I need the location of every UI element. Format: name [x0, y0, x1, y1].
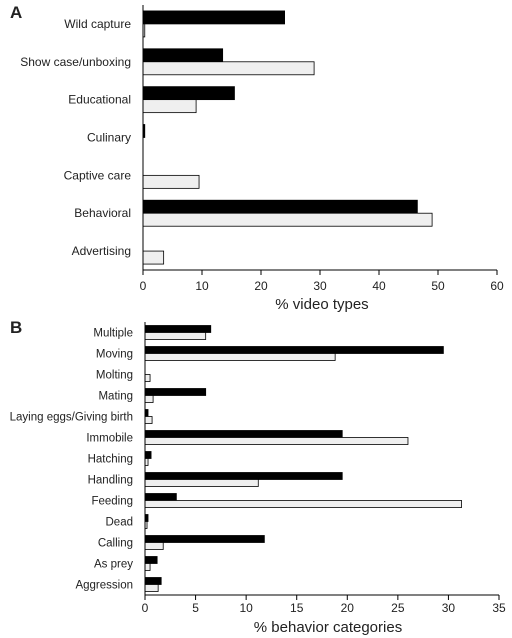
x-tick-label: 30 [313, 279, 327, 293]
bar-light [144, 479, 259, 487]
x-tick-label: 10 [239, 601, 253, 615]
bar-light [144, 374, 151, 382]
category-label: Handling [88, 475, 133, 487]
bar-dark [142, 10, 286, 25]
category-label: Wild capture [64, 17, 131, 31]
category-label: Advertising [72, 244, 131, 258]
x-tick-label: 25 [391, 601, 405, 615]
bar-dark [144, 472, 343, 480]
bar-dark [144, 577, 162, 585]
bar-light [142, 61, 315, 76]
panel-b: B % behavior categories Multiple Moving Mo… [10, 318, 506, 636]
panel-b-label: B [10, 318, 22, 337]
bar-light [144, 395, 154, 403]
x-tick-label: 10 [195, 279, 209, 293]
category-label: Multiple [93, 328, 133, 340]
bar-light [142, 174, 200, 189]
category-label: Mating [98, 391, 133, 403]
bar-light [144, 584, 159, 592]
bar-light [144, 563, 151, 571]
x-tick-label: 20 [254, 279, 268, 293]
category-label: Behavioral [74, 206, 131, 220]
bar-light [144, 416, 153, 424]
category-label: Show case/unboxing [20, 55, 131, 69]
panel-a: A % video types Wild capture Show case/un… [10, 3, 504, 313]
bar-light [142, 99, 197, 114]
bar-dark [142, 199, 418, 214]
category-label: Calling [98, 538, 133, 550]
x-tick-label: 5 [192, 601, 199, 615]
x-tick-label: 50 [431, 279, 445, 293]
category-label: Culinary [87, 131, 131, 145]
x-tick-label: 20 [341, 601, 355, 615]
bar-dark [144, 556, 158, 564]
category-label: Immobile [86, 433, 133, 445]
category-label: Dead [106, 517, 134, 529]
category-label: Feeding [91, 496, 133, 508]
bar-light [142, 212, 433, 227]
category-label: As prey [94, 559, 133, 571]
bar-dark [144, 325, 212, 333]
panel-b-x-axis-title: % behavior categories [254, 619, 402, 636]
x-tick-label: 40 [372, 279, 386, 293]
bar-light [144, 332, 207, 340]
category-label: Aggression [75, 580, 133, 592]
x-tick-label: 0 [140, 279, 147, 293]
bar-light [144, 500, 462, 508]
category-label: Laying eggs/Giving birth [10, 412, 133, 424]
panel-a-label: A [10, 3, 22, 22]
x-tick-label: 30 [442, 601, 456, 615]
bar-dark [144, 535, 265, 543]
bar-light [144, 353, 336, 361]
panel-a-x-axis-title: % video types [275, 296, 368, 313]
category-label: Educational [68, 93, 131, 107]
category-label: Hatching [88, 454, 133, 466]
category-label: Moving [96, 349, 133, 361]
bar-dark [144, 493, 177, 501]
bar-light [144, 542, 164, 550]
bar-dark [144, 388, 207, 396]
bar-dark [142, 86, 235, 101]
bar-dark [144, 430, 343, 438]
bar-dark [142, 48, 224, 63]
bar-dark [144, 451, 152, 459]
category-label: Captive care [64, 168, 132, 182]
x-tick-label: 60 [490, 279, 504, 293]
bar-light [144, 437, 409, 445]
x-tick-label: 0 [142, 601, 149, 615]
bar-dark [144, 346, 444, 354]
category-label: Molting [96, 370, 133, 382]
x-tick-label: 15 [290, 601, 304, 615]
x-tick-label: 35 [492, 601, 506, 615]
bar-light [142, 250, 165, 265]
